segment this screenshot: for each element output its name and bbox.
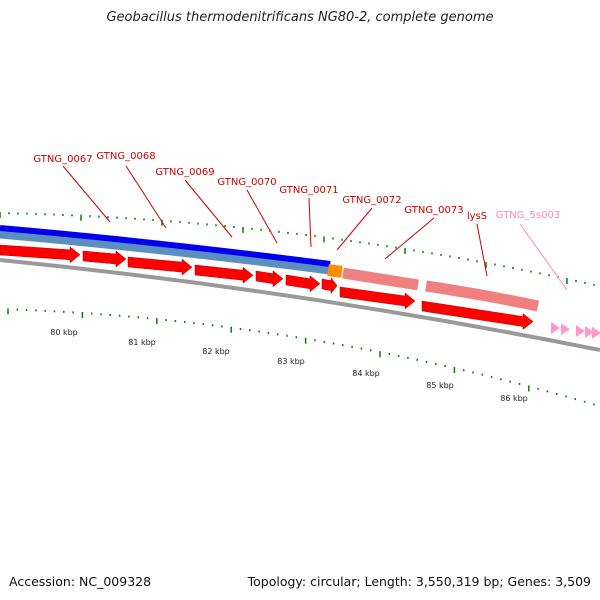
gene-label: GTNG_0073 (404, 205, 463, 216)
gene-leader-line (125, 165, 167, 229)
genome-summary: Topology: circular; Length: 3,550,319 bp… (247, 574, 591, 589)
cds-arrow (285, 274, 321, 293)
rrna-arrows (551, 322, 600, 339)
scale-label: 80 kbp (50, 328, 78, 337)
rrna-arrow (561, 323, 570, 336)
gene-labels: GTNG_0067 GTNG_0068GTNG_0069GTNG_0070GTNG… (33, 151, 568, 291)
genome-backbone (0, 258, 600, 352)
genome-title: Geobacillus thermodenitrificans NG80-2, … (106, 10, 494, 25)
gene-label: GTNG_5s003 (496, 210, 560, 221)
cds-arrow (194, 264, 254, 284)
scale-label: 83 kbp (277, 357, 305, 366)
cds-arrow (421, 300, 534, 331)
rrna-arrow (585, 326, 594, 339)
gene-leader-line (62, 165, 111, 223)
scale-label: 81 kbp (128, 338, 156, 347)
gene-label: GTNG_0067 (33, 154, 92, 165)
accession-label: Accession: NC_009328 (9, 574, 152, 589)
cds-arrow (339, 286, 416, 310)
cds-arrow (255, 270, 284, 288)
scale-label: 85 kbp (426, 381, 454, 390)
inner-tick-ring (7, 308, 595, 406)
blue-track (0, 225, 331, 267)
gene-leader-line (336, 207, 373, 251)
light-cds-2 (425, 280, 540, 312)
gene-leader-line (384, 217, 435, 260)
gene-leader-line (308, 197, 312, 248)
light-cds-1 (342, 267, 419, 291)
gene-label: GTNG_0068 (96, 151, 155, 162)
gene-leader-line (184, 179, 233, 238)
cds-arrow (82, 250, 127, 268)
gene-leader-line (246, 189, 278, 244)
gene-leader-line (519, 223, 568, 291)
gene-label: GTNG_0069 (155, 167, 214, 178)
gene-label: GTNG_0072 (342, 195, 401, 206)
cds-arrow (127, 256, 193, 276)
gene-label: lysS (467, 211, 487, 222)
steel-track (0, 225, 331, 275)
cds-arrows (0, 244, 534, 331)
outer-tick-ring (0, 212, 595, 286)
cds-arrow (321, 276, 338, 295)
gene-leader-line (476, 223, 488, 277)
rrna-arrow (592, 326, 600, 339)
scale-label: 84 kbp (352, 369, 380, 378)
scale-label: 86 kbp (500, 394, 528, 403)
rrna-arrow (576, 325, 585, 337)
gene-label: GTNG_0071 (279, 185, 338, 196)
scale-label: 82 kbp (202, 347, 230, 356)
rrna-arrow (551, 322, 560, 334)
orange-block (327, 264, 343, 278)
scale-labels: 80 kbp 81 kbp 82 kbp 83 kbp 84 kbp 85 kbp 86 k… (50, 328, 528, 403)
cds-arrow (0, 244, 81, 264)
gene-label: GTNG_0070 (217, 177, 276, 188)
